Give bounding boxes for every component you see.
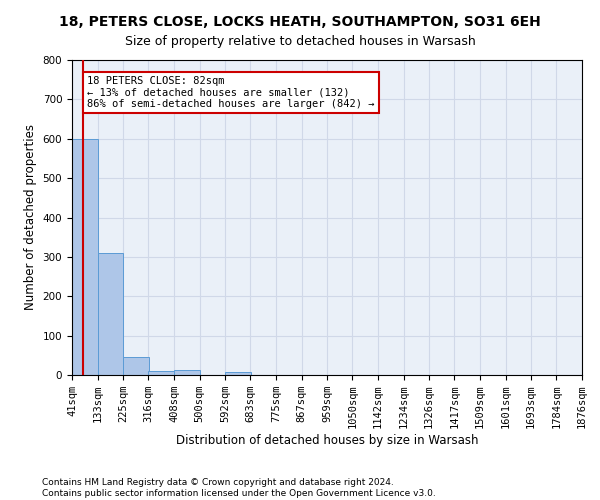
Text: 18 PETERS CLOSE: 82sqm
← 13% of detached houses are smaller (132)
86% of semi-de: 18 PETERS CLOSE: 82sqm ← 13% of detached… (88, 76, 375, 109)
Text: Size of property relative to detached houses in Warsash: Size of property relative to detached ho… (125, 35, 475, 48)
Bar (123, 358, 149, 375)
Bar (148, 371, 174, 375)
Text: 18, PETERS CLOSE, LOCKS HEATH, SOUTHAMPTON, SO31 6EH: 18, PETERS CLOSE, LOCKS HEATH, SOUTHAMPT… (59, 15, 541, 29)
Bar (98, 253, 123, 375)
X-axis label: Distribution of detached houses by size in Warsash: Distribution of detached houses by size … (176, 434, 478, 447)
Text: Contains HM Land Registry data © Crown copyright and database right 2024.
Contai: Contains HM Land Registry data © Crown c… (42, 478, 436, 498)
Bar (225, 372, 251, 375)
Bar (174, 370, 200, 375)
Y-axis label: Number of detached properties: Number of detached properties (24, 124, 37, 310)
Bar (72, 138, 98, 375)
